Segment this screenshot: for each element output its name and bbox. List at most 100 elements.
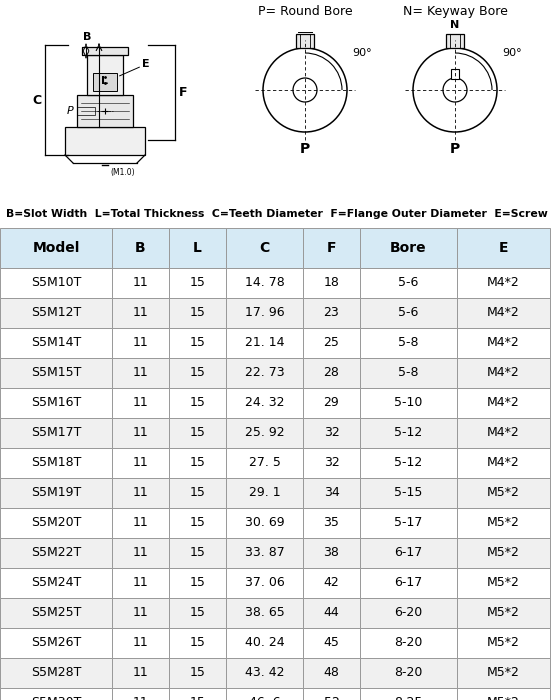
Text: M4*2: M4*2: [487, 396, 520, 410]
Text: (M1.0): (M1.0): [110, 168, 134, 177]
Bar: [226, 568, 303, 598]
Bar: [0, 478, 112, 508]
Bar: [457, 628, 550, 658]
Bar: [77, 95, 133, 127]
Text: B: B: [83, 32, 91, 42]
Bar: [303, 328, 360, 358]
Text: 15: 15: [190, 636, 206, 650]
Text: 35: 35: [324, 517, 339, 529]
Bar: [457, 388, 550, 418]
Bar: [87, 55, 123, 95]
Bar: [226, 598, 303, 628]
Text: 15: 15: [190, 307, 206, 319]
Bar: [457, 658, 550, 688]
Bar: [303, 418, 360, 448]
Bar: [169, 568, 226, 598]
Text: 33. 87: 33. 87: [245, 547, 284, 559]
Text: 15: 15: [190, 276, 206, 290]
Bar: [82, 47, 128, 55]
Text: C: C: [259, 241, 269, 255]
Bar: [457, 328, 550, 358]
Bar: [169, 658, 226, 688]
Bar: [112, 658, 169, 688]
Text: 18: 18: [324, 276, 339, 290]
Text: 15: 15: [190, 426, 206, 440]
Text: 25. 92: 25. 92: [245, 426, 284, 440]
Bar: [457, 568, 550, 598]
Bar: [303, 268, 360, 298]
Text: M4*2: M4*2: [487, 367, 520, 379]
Bar: [112, 688, 169, 700]
Bar: [446, 34, 464, 48]
Bar: [226, 688, 303, 700]
Bar: [360, 298, 457, 328]
Bar: [303, 598, 360, 628]
Text: 11: 11: [133, 456, 148, 470]
Bar: [457, 298, 550, 328]
Text: M5*2: M5*2: [487, 517, 520, 529]
Bar: [112, 228, 169, 268]
Text: S5M30T: S5M30T: [31, 696, 81, 700]
Text: 24. 32: 24. 32: [245, 396, 284, 410]
Bar: [169, 328, 226, 358]
Bar: [112, 268, 169, 298]
Bar: [303, 298, 360, 328]
Bar: [303, 688, 360, 700]
Bar: [457, 508, 550, 538]
Bar: [0, 568, 112, 598]
Bar: [112, 598, 169, 628]
Bar: [360, 388, 457, 418]
Text: 11: 11: [133, 486, 148, 500]
Text: 5-17: 5-17: [394, 517, 423, 529]
Bar: [303, 538, 360, 568]
Bar: [112, 358, 169, 388]
Bar: [226, 358, 303, 388]
Text: 15: 15: [190, 606, 206, 620]
Text: 15: 15: [190, 666, 206, 680]
Bar: [451, 69, 459, 79]
Bar: [457, 448, 550, 478]
Bar: [112, 508, 169, 538]
Bar: [226, 478, 303, 508]
Text: 27. 5: 27. 5: [249, 456, 281, 470]
Text: 11: 11: [133, 396, 148, 410]
Text: 34: 34: [324, 486, 339, 500]
Text: M4*2: M4*2: [487, 276, 520, 290]
Text: B: B: [135, 241, 146, 255]
Text: S5M14T: S5M14T: [31, 337, 81, 349]
Text: M4*2: M4*2: [487, 337, 520, 349]
Text: 37. 06: 37. 06: [245, 577, 284, 589]
Text: 25: 25: [324, 337, 339, 349]
Text: 38. 65: 38. 65: [245, 606, 284, 620]
Text: 11: 11: [133, 666, 148, 680]
Text: 32: 32: [324, 456, 339, 470]
Bar: [169, 268, 226, 298]
Bar: [0, 328, 112, 358]
Bar: [457, 538, 550, 568]
Text: B=Slot Width  L=Total Thickness  C=Teeth Diameter  F=Flange Outer Diameter  E=Sc: B=Slot Width L=Total Thickness C=Teeth D…: [6, 209, 548, 219]
Bar: [77, 107, 95, 115]
Bar: [226, 508, 303, 538]
Bar: [303, 508, 360, 538]
Text: N: N: [450, 20, 460, 30]
Text: 11: 11: [133, 337, 148, 349]
Text: M5*2: M5*2: [487, 666, 520, 680]
Bar: [226, 448, 303, 478]
Bar: [0, 628, 112, 658]
Bar: [169, 228, 226, 268]
Bar: [112, 298, 169, 328]
Text: 11: 11: [133, 426, 148, 440]
Text: S5M12T: S5M12T: [31, 307, 81, 319]
Text: 8-20: 8-20: [394, 636, 423, 650]
Text: 52: 52: [324, 696, 339, 700]
Text: 11: 11: [133, 606, 148, 620]
Bar: [112, 568, 169, 598]
Text: P: P: [66, 106, 73, 116]
Text: 15: 15: [190, 456, 206, 470]
Bar: [169, 388, 226, 418]
Bar: [457, 418, 550, 448]
Text: P: P: [300, 142, 310, 156]
Bar: [0, 268, 112, 298]
Text: S5M19T: S5M19T: [31, 486, 81, 500]
Bar: [360, 418, 457, 448]
